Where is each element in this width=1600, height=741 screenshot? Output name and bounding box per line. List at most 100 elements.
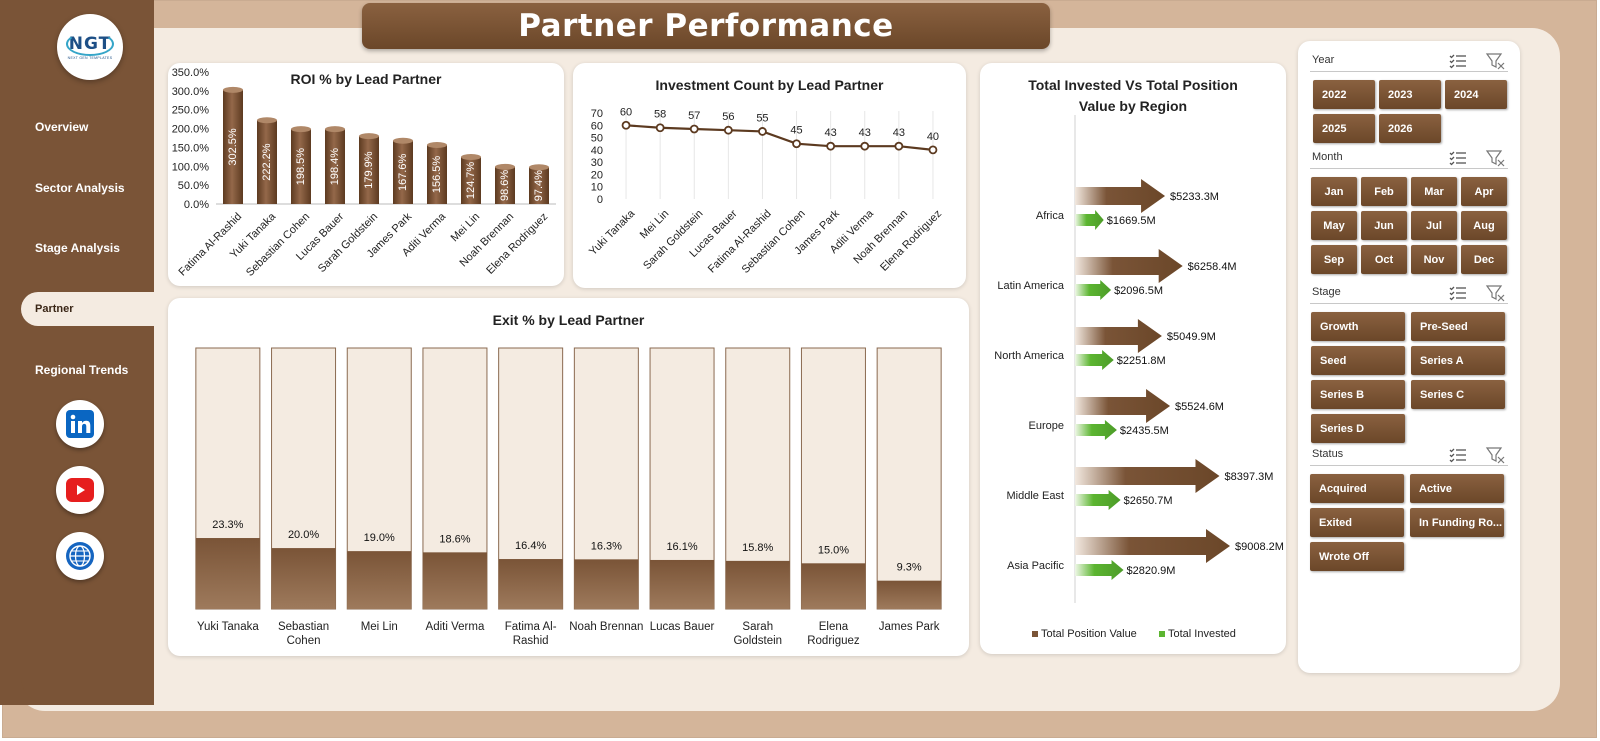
stage-option-label: Series B bbox=[1320, 388, 1365, 401]
youtube-button[interactable] bbox=[56, 466, 104, 514]
exit-chart: 23.3% Yuki Tanaka 20.0% Sebastian Cohen 19.0%… bbox=[195, 347, 942, 647]
roi-data-label: 198.5% bbox=[295, 148, 307, 186]
investment-ytick: 70 bbox=[591, 108, 603, 120]
month-option-label: Nov bbox=[1423, 253, 1445, 266]
investment-data-label: 56 bbox=[722, 111, 734, 123]
clear-filter-icon[interactable] bbox=[1485, 284, 1505, 302]
stage-option-growth[interactable]: Growth bbox=[1311, 312, 1405, 341]
exit-bar bbox=[725, 560, 790, 609]
region-invested-label: $2820.9M bbox=[1127, 565, 1176, 577]
investment-data-label: 43 bbox=[825, 127, 837, 139]
clear-filter-icon[interactable] bbox=[1485, 149, 1505, 167]
exit-category-label: Rodriguez bbox=[807, 635, 860, 647]
month-option-feb[interactable]: Feb bbox=[1361, 177, 1407, 206]
exit-bar bbox=[877, 580, 942, 609]
status-option-acquired[interactable]: Acquired bbox=[1310, 474, 1404, 503]
roi-data-label: 124.7% bbox=[465, 162, 477, 200]
year-option-2022[interactable]: 2022 bbox=[1313, 80, 1375, 109]
roi-bar-cap bbox=[393, 137, 413, 144]
investment-point bbox=[792, 139, 801, 149]
clear-filter-icon[interactable] bbox=[1485, 446, 1505, 464]
investment-point bbox=[860, 141, 870, 151]
nav-sector-analysis-label: Sector Analysis bbox=[35, 181, 125, 195]
roi-chart-title: ROI % by Lead Partner bbox=[290, 71, 442, 87]
exit-data-label: 19.0% bbox=[364, 532, 395, 544]
status-option-in-funding-ro[interactable]: In Funding Ro... bbox=[1410, 508, 1504, 537]
stage-slicer-header: Stage bbox=[1310, 282, 1508, 304]
month-option-nov[interactable]: Nov bbox=[1411, 245, 1457, 274]
roi-ytick: 100.0% bbox=[172, 161, 210, 173]
month-option-sep[interactable]: Sep bbox=[1311, 245, 1357, 274]
website-button[interactable] bbox=[56, 532, 104, 580]
region-invested-arrow bbox=[1075, 560, 1124, 580]
stage-option-series-a[interactable]: Series A bbox=[1411, 346, 1505, 375]
year-option-label: 2023 bbox=[1388, 88, 1413, 101]
multi-select-icon[interactable] bbox=[1448, 149, 1468, 167]
stage-option-label: Seed bbox=[1320, 354, 1347, 367]
roi-bar-cap bbox=[325, 126, 345, 133]
multi-select-icon[interactable] bbox=[1448, 284, 1468, 302]
month-option-jun[interactable]: Jun bbox=[1361, 211, 1407, 240]
roi-bar bbox=[291, 129, 311, 204]
status-slicer-header: Status bbox=[1310, 444, 1508, 466]
region-invested-label: $2096.5M bbox=[1114, 285, 1163, 297]
status-option-label: In Funding Ro... bbox=[1419, 516, 1503, 529]
month-option-aug[interactable]: Aug bbox=[1461, 211, 1507, 240]
exit-bar bbox=[574, 559, 639, 609]
roi-category-label: Sebastian Cohen bbox=[244, 211, 312, 279]
nav-overview[interactable]: Overview bbox=[21, 112, 154, 142]
exit-category-label: Lucas Bauer bbox=[650, 621, 715, 633]
nav-stage-analysis[interactable]: Stage Analysis bbox=[21, 233, 154, 263]
investment-ytick: 10 bbox=[591, 182, 603, 194]
year-option-2024[interactable]: 2024 bbox=[1445, 80, 1507, 109]
month-option-apr[interactable]: Apr bbox=[1461, 177, 1507, 206]
month-option-label: Mar bbox=[1424, 185, 1444, 198]
year-option-2025[interactable]: 2025 bbox=[1313, 114, 1375, 143]
investment-category-label: Elena Rodriguez bbox=[878, 208, 944, 274]
nav-regional-trends[interactable]: Regional Trends bbox=[21, 355, 154, 385]
region-category-label: North America bbox=[994, 350, 1065, 362]
exit-data-label: 16.1% bbox=[666, 541, 697, 553]
month-option-may[interactable]: May bbox=[1311, 211, 1357, 240]
multi-select-icon[interactable] bbox=[1448, 446, 1468, 464]
stage-option-series-d[interactable]: Series D bbox=[1311, 414, 1405, 443]
month-option-dec[interactable]: Dec bbox=[1461, 245, 1507, 274]
year-option-2026[interactable]: 2026 bbox=[1379, 114, 1441, 143]
exit-bar bbox=[801, 563, 866, 609]
month-option-mar[interactable]: Mar bbox=[1411, 177, 1457, 206]
clear-filter-icon[interactable] bbox=[1485, 52, 1505, 70]
status-option-wrote-off[interactable]: Wrote Off bbox=[1310, 542, 1404, 571]
month-option-label: Apr bbox=[1474, 185, 1494, 198]
investment-category-label: Mei Lin bbox=[638, 208, 672, 242]
year-slicer-header: Year bbox=[1310, 50, 1508, 72]
stage-option-label: Series C bbox=[1420, 388, 1465, 401]
status-option-exited[interactable]: Exited bbox=[1310, 508, 1404, 537]
stage-option-series-b[interactable]: Series B bbox=[1311, 380, 1405, 409]
multi-select-icon[interactable] bbox=[1448, 52, 1468, 70]
nav-sector-analysis[interactable]: Sector Analysis bbox=[21, 173, 154, 203]
month-option-jan[interactable]: Jan bbox=[1311, 177, 1357, 206]
investment-data-label: 43 bbox=[893, 127, 905, 139]
stage-option-pre-seed[interactable]: Pre-Seed bbox=[1411, 312, 1505, 341]
year-option-label: 2024 bbox=[1454, 88, 1479, 101]
stage-option-seed[interactable]: Seed bbox=[1311, 346, 1405, 375]
region-position-arrow bbox=[1075, 249, 1183, 283]
exit-bar bbox=[498, 559, 563, 609]
roi-bar bbox=[359, 136, 379, 204]
stage-slicer-title: Stage bbox=[1312, 286, 1341, 298]
nav-partner[interactable]: Partner bbox=[21, 292, 154, 326]
exit-bar bbox=[347, 551, 412, 609]
investment-ytick: 40 bbox=[591, 145, 603, 157]
month-option-oct[interactable]: Oct bbox=[1361, 245, 1407, 274]
legend-invested-label: Total Invested bbox=[1168, 628, 1236, 640]
investment-data-label: 60 bbox=[620, 106, 632, 118]
stage-option-series-c[interactable]: Series C bbox=[1411, 380, 1505, 409]
investment-data-label: 43 bbox=[859, 127, 871, 139]
month-option-jul[interactable]: Jul bbox=[1411, 211, 1457, 240]
legend-position-swatch bbox=[1032, 631, 1038, 637]
linkedin-button[interactable] bbox=[56, 400, 104, 448]
region-chart-title-line-1: Total Invested Vs Total Position bbox=[1028, 77, 1238, 93]
year-option-2023[interactable]: 2023 bbox=[1379, 80, 1441, 109]
status-option-active[interactable]: Active bbox=[1410, 474, 1504, 503]
roi-bar-cap bbox=[223, 86, 243, 93]
